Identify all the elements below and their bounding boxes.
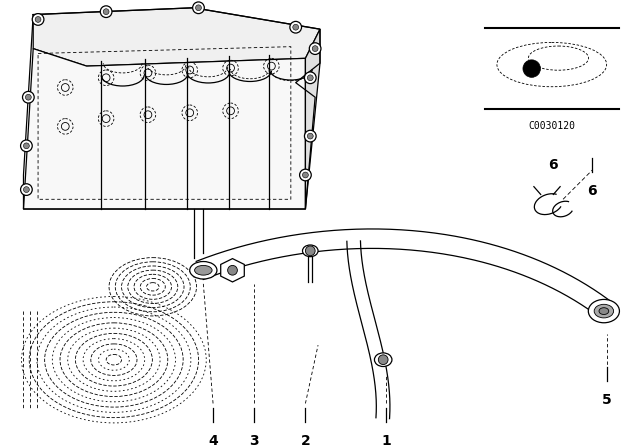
Ellipse shape	[303, 245, 318, 257]
Circle shape	[196, 5, 202, 11]
Circle shape	[303, 172, 308, 178]
Circle shape	[26, 94, 31, 100]
Ellipse shape	[588, 299, 620, 323]
Circle shape	[378, 355, 388, 365]
Circle shape	[305, 72, 316, 84]
Text: 4: 4	[208, 434, 218, 448]
Circle shape	[32, 13, 44, 25]
Circle shape	[20, 184, 32, 195]
Text: 1: 1	[381, 434, 391, 448]
Circle shape	[305, 130, 316, 142]
Circle shape	[20, 140, 32, 152]
Text: 5: 5	[602, 393, 612, 407]
Ellipse shape	[594, 304, 614, 318]
Circle shape	[24, 187, 29, 193]
Circle shape	[307, 75, 313, 81]
Polygon shape	[33, 8, 320, 66]
Ellipse shape	[374, 353, 392, 366]
Text: C0030120: C0030120	[528, 121, 575, 130]
Ellipse shape	[599, 308, 609, 314]
Circle shape	[312, 46, 318, 52]
Ellipse shape	[189, 262, 217, 279]
Circle shape	[290, 22, 301, 33]
Circle shape	[100, 6, 112, 17]
Text: 2: 2	[301, 434, 310, 448]
Circle shape	[24, 143, 29, 149]
Polygon shape	[24, 49, 305, 209]
Circle shape	[35, 17, 41, 22]
Circle shape	[22, 91, 34, 103]
Text: 6: 6	[588, 184, 597, 198]
Polygon shape	[221, 258, 244, 282]
Circle shape	[103, 9, 109, 15]
Text: 3: 3	[249, 434, 259, 448]
Circle shape	[307, 133, 313, 139]
Circle shape	[292, 24, 299, 30]
Circle shape	[523, 60, 540, 78]
Circle shape	[305, 246, 315, 256]
Text: 6: 6	[548, 158, 558, 172]
Circle shape	[300, 169, 311, 181]
Circle shape	[228, 265, 237, 275]
Circle shape	[309, 43, 321, 55]
Polygon shape	[305, 29, 320, 209]
Circle shape	[193, 2, 204, 13]
Ellipse shape	[195, 265, 212, 275]
